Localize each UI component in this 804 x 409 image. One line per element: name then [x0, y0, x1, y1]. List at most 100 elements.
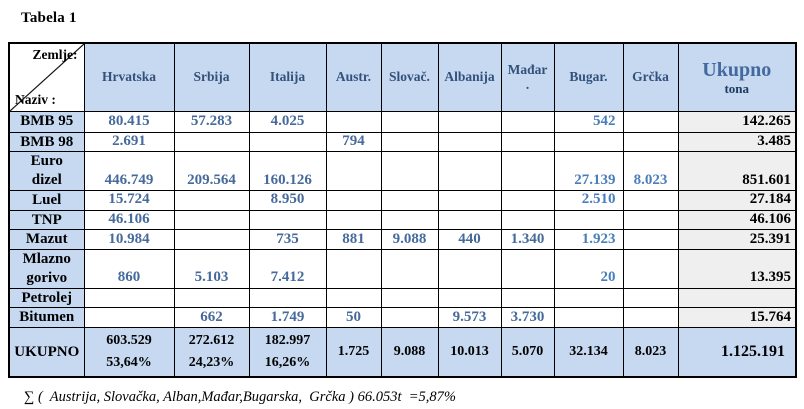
row-label: BMB 95 — [8, 110, 85, 133]
header-row: Zemlje: Naziv : Hrvatska Srbija Italija Aus… — [8, 42, 797, 112]
data-cell: 4.025 — [248, 110, 327, 133]
table-row: Petrolej — [8, 287, 797, 309]
data-cell: 881 — [325, 229, 382, 250]
data-cell — [83, 287, 175, 309]
data-cell: 860 — [83, 249, 175, 289]
data-cell: 794 — [325, 131, 382, 153]
column-header-maar: Mađar . — [500, 42, 555, 112]
data-cell — [173, 229, 250, 250]
data-cell: 7.412 — [248, 249, 327, 289]
data-cell — [437, 209, 502, 231]
table-row: BMB 98 2.691 794 3.485 — [8, 131, 797, 153]
data-cell: 9.573 — [437, 307, 502, 329]
data-cell — [437, 249, 502, 289]
data-cell: 8.950 — [248, 189, 327, 211]
data-cell: 46.106 — [83, 209, 175, 231]
row-total-cell: 142.265 — [677, 110, 797, 133]
row-total-cell — [677, 287, 797, 309]
column-header-grka: Grčka — [622, 42, 679, 112]
data-cell — [437, 287, 502, 309]
data-cell: 440 — [437, 229, 502, 250]
data-cell: 2.510 — [553, 189, 624, 211]
data-cell — [500, 131, 555, 153]
column-header-austr: Austr. — [325, 42, 382, 112]
data-cell — [325, 110, 382, 133]
diagonal-divider-icon — [10, 44, 83, 110]
data-cell — [500, 209, 555, 231]
data-cell: 20 — [553, 249, 624, 289]
data-cell — [380, 307, 439, 329]
data-cell — [622, 287, 679, 309]
data-cell: 27.139 — [553, 151, 624, 191]
column-header-slova: Slovač. — [380, 42, 439, 112]
data-cell — [622, 249, 679, 289]
summary-note: ∑ ( Austrija, Slovačka, Alban,Mađar,Buga… — [24, 388, 456, 405]
column-header-srbija: Srbija — [173, 42, 250, 112]
total-cell: 272.612 24,23% — [173, 327, 250, 378]
data-cell — [622, 307, 679, 329]
data-cell — [553, 307, 624, 329]
data-cell — [437, 151, 502, 191]
data-cell — [553, 131, 624, 153]
data-cell — [173, 287, 250, 309]
data-cell: 446.749 — [83, 151, 175, 191]
row-total-cell: 851.601 — [677, 151, 797, 191]
data-cell: 10.984 — [83, 229, 175, 250]
row-label: Luel — [8, 189, 85, 211]
data-cell — [248, 131, 327, 153]
data-cell — [622, 189, 679, 211]
data-cell — [325, 189, 382, 211]
data-cell — [83, 307, 175, 329]
corner-cell: Zemlje: Naziv : — [8, 42, 85, 112]
data-cell — [500, 249, 555, 289]
data-cell — [325, 249, 382, 289]
data-cell — [173, 131, 250, 153]
row-total-cell: 27.184 — [677, 189, 797, 211]
data-cell — [553, 209, 624, 231]
table-row: BMB 95 80.415 57.283 4.025 542 142.265 — [8, 110, 797, 133]
total-cell: 5.070 — [500, 327, 555, 378]
data-cell — [437, 110, 502, 133]
data-cell — [173, 189, 250, 211]
data-cell: 1.923 — [553, 229, 624, 250]
total-row-label: UKUPNO — [8, 327, 85, 378]
data-cell: 8.023 — [622, 151, 679, 191]
corner-label-zemlje: Zemlje: — [32, 47, 78, 62]
row-label: Euro dizel — [8, 151, 85, 191]
data-cell: 15.724 — [83, 189, 175, 211]
data-cell — [437, 131, 502, 153]
row-label: Petrolej — [8, 287, 85, 309]
table-row: Luel 15.724 8.950 2.510 27.184 — [8, 189, 797, 211]
data-cell — [500, 287, 555, 309]
row-total-cell: 3.485 — [677, 131, 797, 153]
data-cell: 209.564 — [173, 151, 250, 191]
row-label: BMB 98 — [8, 131, 85, 153]
ukupno-header-label: Ukupno — [702, 58, 772, 81]
column-header-hrvatska: Hrvatska — [83, 42, 175, 112]
data-cell — [622, 110, 679, 133]
table-row: Mazut 10.984 735 881 9.088 440 1.340 1.923 25.39… — [8, 229, 797, 250]
data-cell — [325, 151, 382, 191]
data-cell: 1.340 — [500, 229, 555, 250]
data-cell — [380, 151, 439, 191]
data-cell — [622, 229, 679, 250]
data-table: Zemlje: Naziv : Hrvatska Srbija Italija Aus… — [8, 42, 797, 378]
data-cell — [380, 131, 439, 153]
corner-label-naziv: Naziv : — [15, 91, 56, 107]
total-cell: 9.088 — [380, 327, 439, 378]
row-total-cell: 15.764 — [677, 307, 797, 329]
data-cell — [500, 110, 555, 133]
row-total-cell: 46.106 — [677, 209, 797, 231]
table-row: Euro dizel 446.749 209.564 160.126 27.139 8.0… — [8, 151, 797, 191]
data-cell: 3.730 — [500, 307, 555, 329]
row-label: TNP — [8, 209, 85, 231]
row-label: Mlazno gorivo — [8, 249, 85, 289]
table-row: Mlazno gorivo 860 5.103 7.412 20 13.395 — [8, 249, 797, 289]
total-cell: 182.997 16,26% — [248, 327, 327, 378]
data-cell — [380, 209, 439, 231]
data-cell — [380, 189, 439, 211]
grand-total-cell: 1.125.191 — [677, 327, 797, 378]
data-cell — [553, 287, 624, 309]
data-cell: 160.126 — [248, 151, 327, 191]
total-cell: 603.529 53,64% — [83, 327, 175, 378]
